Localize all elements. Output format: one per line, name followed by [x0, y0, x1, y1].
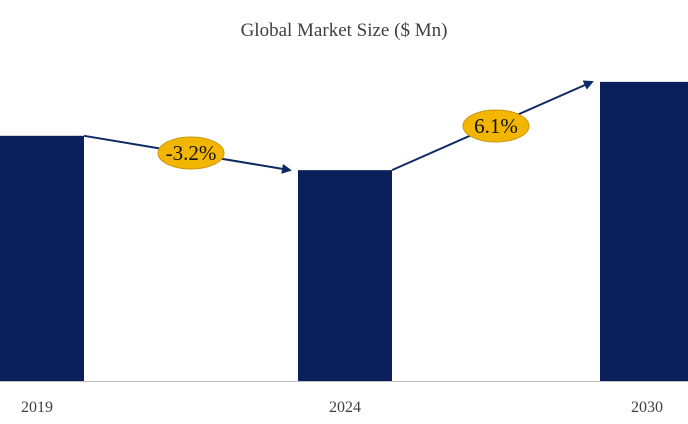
- growth-badge-oval: [157, 136, 225, 170]
- growth-badges: -3.2% 6.1%: [157, 109, 530, 170]
- x-tick-label-2019: 2019: [21, 399, 53, 416]
- chart-title: Global Market Size ($ Mn): [241, 20, 448, 41]
- growth-badge-2024-2030: 6.1%: [462, 109, 530, 143]
- x-tick-labels: 2019 2024 2030: [21, 399, 663, 416]
- bars-group: [0, 81, 688, 381]
- bar-2030: [600, 81, 688, 381]
- bar-2019: [0, 135, 84, 381]
- growth-rate-label: -3.2%: [166, 141, 217, 165]
- x-tick-label-2024: 2024: [329, 399, 361, 416]
- growth-badge-oval: [462, 109, 530, 143]
- growth-badge-2019-2024: -3.2%: [157, 136, 225, 170]
- growth-rate-label: 6.1%: [474, 114, 518, 138]
- bar-2024: [298, 170, 392, 381]
- x-tick-label-2030: 2030: [631, 399, 663, 416]
